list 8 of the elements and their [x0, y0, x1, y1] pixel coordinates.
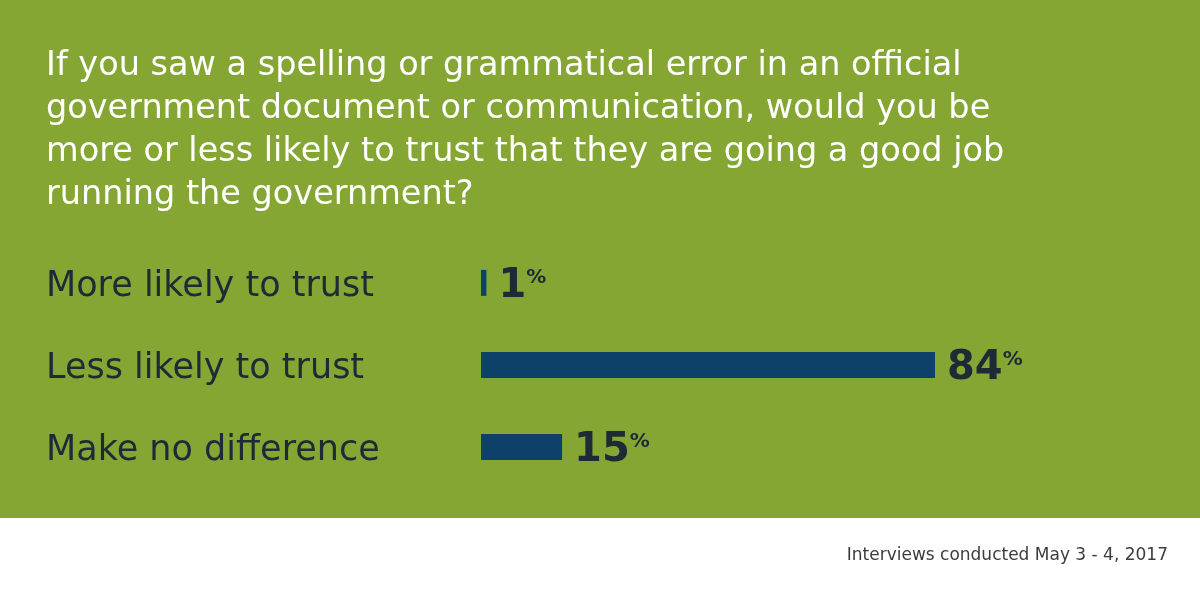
- data-label: 84$^{%}$: [947, 341, 1023, 388]
- data-label: 1$^{%}$: [498, 259, 547, 306]
- data-label: 15$^{%}$: [574, 423, 650, 470]
- y-tick-label: More likely to trust: [46, 264, 374, 304]
- y-tick-label: Less likely to trust: [46, 346, 365, 386]
- y-tick-label: Make no difference: [46, 428, 380, 468]
- text: Interviews conducted May 3 - 4, 2017: [846, 544, 1168, 564]
- chart-title: If you saw a spelling or grammatical error in an official government document or communication, would you be more or less likely to trust that they are going a good job running the government?: [46, 43, 1006, 214]
